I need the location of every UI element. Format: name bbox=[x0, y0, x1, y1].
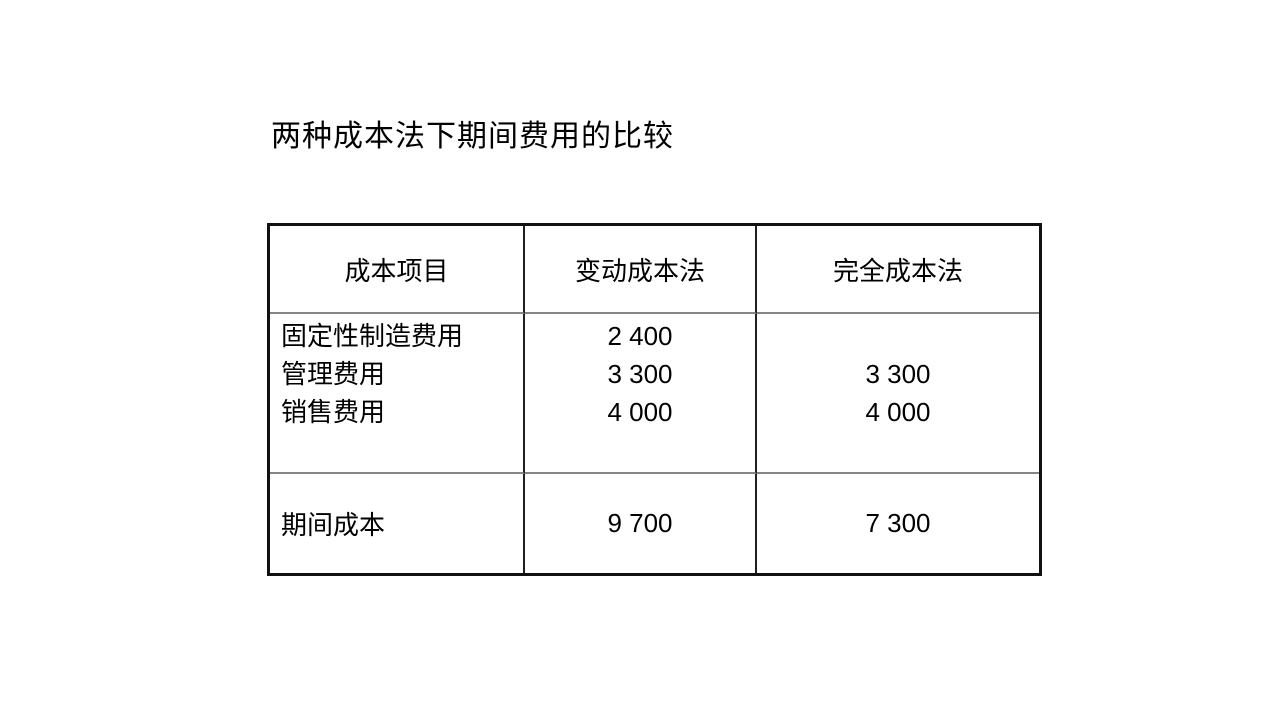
total-row-label: 期间成本 bbox=[270, 474, 525, 573]
variable-value-selling: 4 000 bbox=[607, 397, 673, 427]
total-full-costing-value: 7 300 bbox=[865, 508, 931, 538]
detail-item-labels: 固定性制造费用 管理费用 销售费用 bbox=[270, 314, 525, 474]
item-label-selling-expense: 销售费用 bbox=[281, 397, 386, 427]
detail-variable-costing-values: 2 400 3 300 4 000 bbox=[525, 314, 757, 474]
variable-value-administrative: 3 300 bbox=[607, 359, 673, 389]
full-value-administrative: 3 300 bbox=[865, 359, 931, 389]
page-title: 两种成本法下期间费用的比较 bbox=[271, 120, 674, 153]
column-header-cost-item: 成本项目 bbox=[270, 226, 525, 314]
full-value-selling: 4 000 bbox=[865, 397, 931, 427]
column-header-variable-costing: 变动成本法 bbox=[525, 226, 757, 314]
column-header-full-costing: 完全成本法 bbox=[757, 226, 1039, 314]
total-variable-costing-value: 9 700 bbox=[525, 474, 757, 573]
variable-value-fixed-overhead: 2 400 bbox=[607, 321, 673, 351]
detail-full-costing-values: 3 300 4 000 bbox=[757, 314, 1039, 474]
cost-comparison-table: 成本项目 变动成本法 完全成本法 固定性制造费用 管理费用 销售费用 2 400… bbox=[267, 223, 1042, 576]
item-label-administrative-expense: 管理费用 bbox=[281, 359, 386, 389]
item-label-fixed-manufacturing-overhead: 固定性制造费用 bbox=[281, 321, 464, 351]
full-value-fixed-overhead-blank bbox=[757, 317, 1039, 355]
